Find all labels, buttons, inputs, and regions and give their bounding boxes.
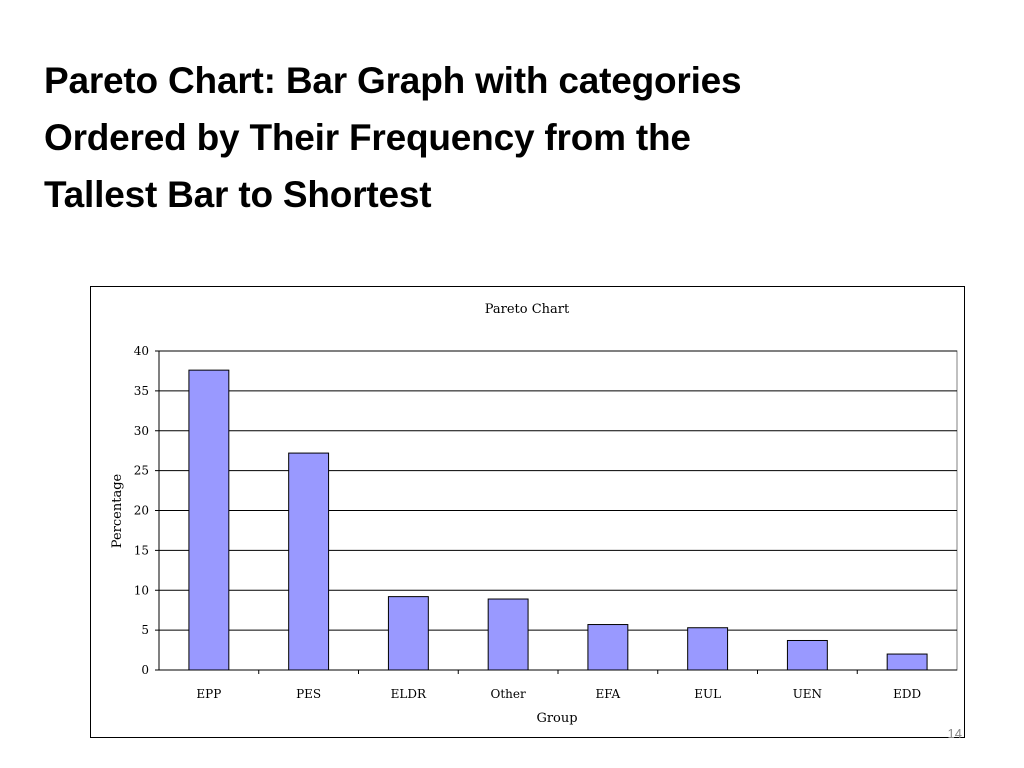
pareto-bar-chart: Pareto Chart Percentage Group 0 5 10 15 20 25… <box>110 302 958 726</box>
x-tick-label-pes: PES <box>296 687 321 701</box>
page-number: 14 <box>947 726 962 741</box>
bar-efa <box>587 624 629 671</box>
bar-other <box>487 598 529 671</box>
x-tick-label-other: Other <box>491 687 526 701</box>
bar-eldr <box>387 596 429 671</box>
x-tick-label-eul: EUL <box>694 687 721 701</box>
x-axis-label: Group <box>536 711 577 726</box>
bar-eul <box>687 627 729 671</box>
x-tick-label-edd: EDD <box>893 687 921 701</box>
x-tick-label-efa: EFA <box>596 687 621 701</box>
y-tick-label: 40 <box>134 344 149 358</box>
bar-uen <box>786 639 828 671</box>
slide-title: Pareto Chart: Bar Graph with categories … <box>44 52 984 223</box>
x-tick-label-eldr: ELDR <box>391 687 427 701</box>
y-tick-label: 10 <box>134 583 149 597</box>
y-tick-label: 0 <box>141 663 149 677</box>
x-tick-label-epp: EPP <box>196 687 221 701</box>
y-tick-label: 15 <box>134 543 149 557</box>
bar-edd <box>886 653 928 671</box>
slide-title-line-3: Tallest Bar to Shortest <box>44 174 432 215</box>
chart-frame: Pareto Chart Percentage Group 0 5 10 15 20 25… <box>90 286 965 738</box>
y-tick-label: 35 <box>134 384 149 398</box>
bar-pes <box>288 452 330 671</box>
slide-title-line-2: Ordered by Their Frequency from the <box>44 117 691 158</box>
x-tick-label-uen: UEN <box>793 687 822 701</box>
plot-area: 0 5 10 15 20 25 30 35 40 EPP PES ELDR Other EFA EUL UEN… <box>134 344 958 701</box>
y-tick-label: 20 <box>134 504 149 518</box>
y-tick-label: 5 <box>141 623 149 637</box>
chart-title: Pareto Chart <box>485 302 570 317</box>
y-tick-label: 25 <box>134 464 149 478</box>
y-axis-label: Percentage <box>110 473 125 548</box>
y-tick-label: 30 <box>134 424 149 438</box>
bar-epp <box>188 369 230 671</box>
slide-title-line-1: Pareto Chart: Bar Graph with categories <box>44 60 742 101</box>
